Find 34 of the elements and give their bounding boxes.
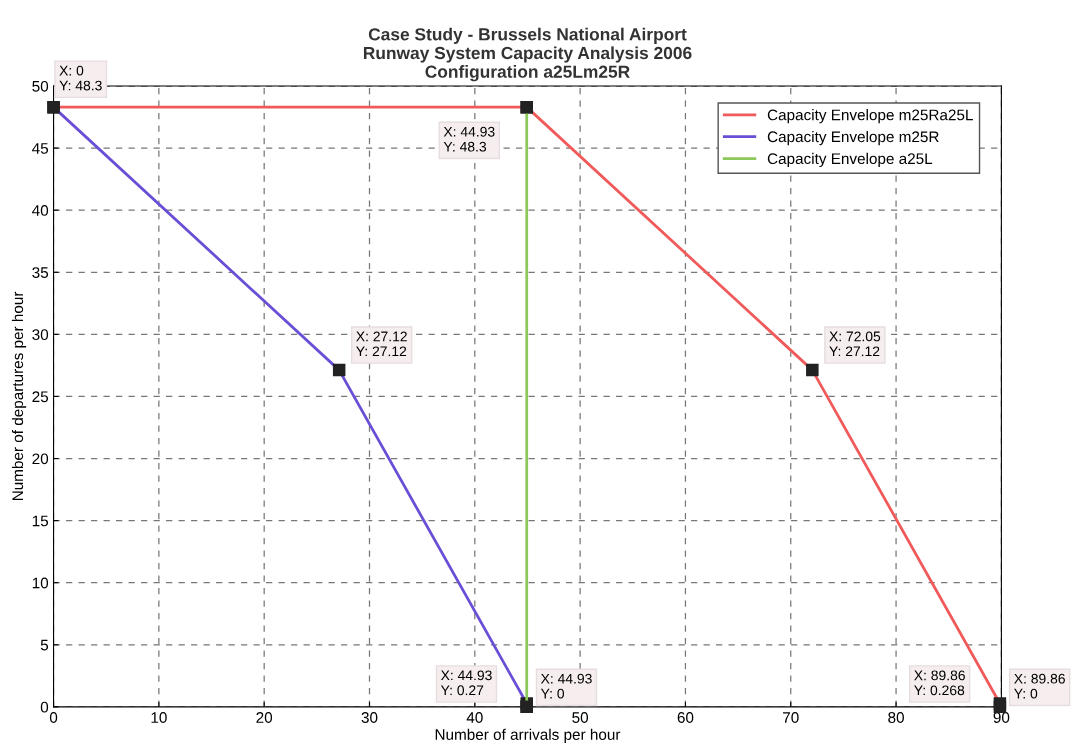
x-tick-label: 10 bbox=[151, 712, 167, 723]
y-tick-label: 45 bbox=[32, 143, 49, 154]
legend-label: Capacity Envelope m25R bbox=[767, 130, 939, 146]
x-tick-label: 20 bbox=[256, 712, 273, 723]
x-tick-label: 30 bbox=[361, 712, 378, 723]
annotation: X: 44.93 Y: 48.3 bbox=[443, 126, 495, 152]
x-tick-label: 70 bbox=[783, 712, 799, 723]
annotation: X: 44.93 Y: 0.27 bbox=[440, 670, 492, 696]
y-tick-label: 20 bbox=[32, 453, 49, 465]
annotation: X: 44.93 Y: 0 bbox=[540, 673, 592, 699]
annotation: X: 72.05 Y: 27.12 bbox=[829, 331, 881, 357]
x-tick-label: 0 bbox=[49, 712, 58, 723]
x-tick-label: 80 bbox=[888, 712, 904, 723]
y-tick-label: 25 bbox=[32, 391, 49, 403]
y-axis-title: Number of departures per hour bbox=[11, 291, 27, 501]
legend-label: Capacity Envelope a25L bbox=[767, 152, 933, 168]
x-tick-label: 40 bbox=[466, 712, 483, 723]
x-tick-label: 60 bbox=[677, 712, 694, 723]
annotation: X: 89.86 Y: 0 bbox=[1014, 673, 1065, 699]
legend-label: Capacity Envelope m25Ra25L bbox=[767, 109, 973, 124]
x-tick-label: 50 bbox=[572, 712, 589, 723]
y-tick-label: 35 bbox=[32, 267, 49, 278]
annotation: X: 89.86 Y: 0.268 bbox=[914, 670, 965, 696]
x-axis-title: Number of arrivals per hour bbox=[435, 728, 621, 743]
annotation: X: 27.12 Y: 27.12 bbox=[356, 331, 407, 357]
y-tick-label: 50 bbox=[32, 80, 49, 92]
y-tick-label: 0 bbox=[40, 701, 49, 713]
y-tick-label: 15 bbox=[32, 515, 49, 527]
y-tick-label: 5 bbox=[40, 639, 49, 651]
annotation: X: 0 Y: 48.3 bbox=[59, 65, 102, 91]
chart-title: Case Study - Brussels National Airport Runway System Capacity Analysis 2006 Configuration a25Lm25R bbox=[363, 27, 692, 82]
y-tick-label: 30 bbox=[32, 329, 49, 341]
y-tick-label: 40 bbox=[32, 205, 49, 216]
y-tick-label: 10 bbox=[32, 577, 49, 589]
